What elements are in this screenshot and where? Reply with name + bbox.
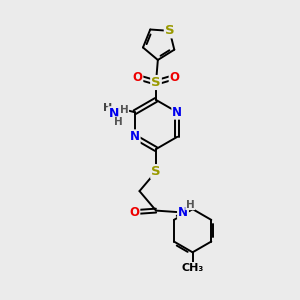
Text: S: S <box>151 165 161 178</box>
Text: H: H <box>120 105 129 115</box>
Text: N: N <box>172 106 182 119</box>
Text: CH₃: CH₃ <box>182 263 204 273</box>
Text: N: N <box>109 107 119 120</box>
Text: H: H <box>186 200 195 210</box>
Text: O: O <box>129 206 140 219</box>
Text: N: N <box>130 130 140 143</box>
Text: S: S <box>165 24 174 38</box>
Text: S: S <box>151 76 161 89</box>
Text: N: N <box>178 206 188 219</box>
Text: O: O <box>132 70 142 84</box>
Text: H: H <box>114 117 123 127</box>
Text: N: N <box>109 110 119 123</box>
Text: H: H <box>103 103 112 113</box>
Text: O: O <box>169 70 180 84</box>
